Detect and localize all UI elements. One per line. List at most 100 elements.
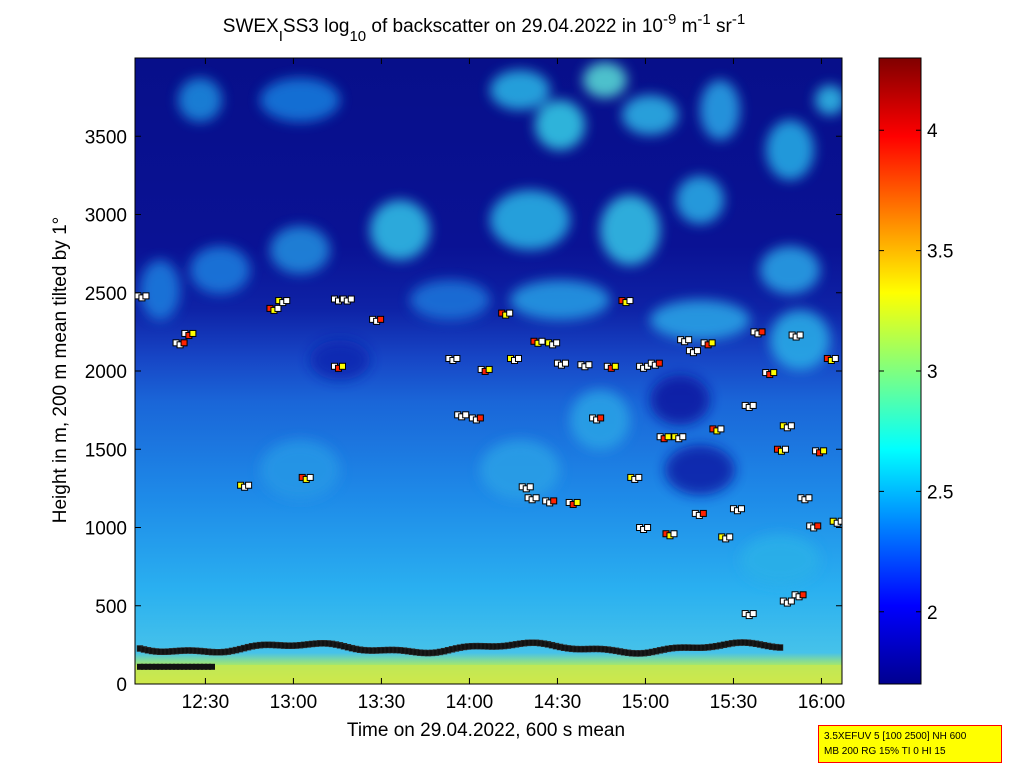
cloud-base-detection — [462, 411, 470, 419]
cloud-base-detection — [538, 337, 546, 345]
cloud-base-detection — [770, 369, 778, 377]
cloud-base-detection — [781, 445, 789, 453]
cloud-base-detection — [180, 339, 188, 347]
layer-detection — [209, 663, 215, 670]
colorbar-gradient — [878, 57, 922, 685]
layer-detection — [201, 663, 207, 670]
y-tick-label: 0 — [116, 675, 127, 696]
cloud-base-detection — [532, 494, 540, 502]
layer-detection — [173, 663, 179, 670]
cloud-base-detection — [805, 494, 813, 502]
cloud-base-detection — [476, 414, 484, 422]
cloud-base-detection — [796, 331, 804, 339]
cloud-texture — [140, 62, 842, 585]
title-part: SS3 log — [283, 16, 350, 37]
colorbar-tick-label: 3 — [927, 362, 938, 383]
title-part: -1 — [732, 11, 745, 28]
info-line-2: MB 200 RG 15% TI 0 HI 15 — [824, 746, 946, 757]
info-line-1: 3.5XEFUV 5 [100 2500] NH 600 — [824, 731, 967, 742]
cloud-base-detection — [526, 483, 534, 491]
x-tick-label: 12:30 — [182, 692, 230, 713]
cloud-base-detection — [820, 447, 828, 455]
cloud-base-detection — [561, 359, 569, 367]
colorbar-tick-label: 2.5 — [927, 482, 953, 503]
x-tick-label: 14:30 — [534, 692, 582, 713]
cloud-base-detection — [626, 297, 634, 305]
title-part: 10 — [349, 28, 366, 45]
layer-detection — [145, 663, 151, 670]
title-part: sr — [711, 16, 733, 37]
cloud-base-detection — [799, 591, 807, 599]
cloud-base-detection — [664, 433, 672, 441]
title-part: of backscatter on 29.04.2022 in 10 — [366, 16, 663, 37]
x-axis: 12:30 13:00 13:30 14:00 14:30 15:00 15:30 16:00 — [182, 58, 846, 713]
y-axis: 0 500 1000 1500 2000 2500 3000 3500 — [85, 127, 842, 696]
chart-title: SWEXISS3 log10 of backscatter on 29.04.2… — [223, 11, 745, 45]
cloud-base-detection — [189, 329, 197, 337]
cloud-base-detection — [338, 362, 346, 370]
cloud-base-detection — [787, 422, 795, 430]
y-tick-label: 2500 — [85, 284, 127, 305]
cloud-base-detection — [708, 339, 716, 347]
title-part: I — [279, 28, 283, 45]
layer-detection — [149, 663, 155, 670]
y-tick-label: 1000 — [85, 519, 127, 540]
layer-detection — [776, 644, 784, 651]
cloud-base-detection — [717, 425, 725, 433]
layer-detection — [165, 663, 171, 670]
cloud-base-detection — [749, 401, 757, 409]
plot-area — [135, 58, 842, 684]
cloud-base-detection — [573, 498, 581, 506]
cloud-base-detection — [515, 354, 523, 362]
cloud-base-detection — [685, 336, 693, 344]
colorbar-tick-label: 2 — [927, 603, 938, 624]
layer-detection — [185, 663, 191, 670]
layer-detection — [189, 663, 195, 670]
cloud-base-detection — [453, 354, 461, 362]
cloud-base-detection — [655, 359, 663, 367]
title-part: m — [676, 16, 697, 37]
colorbar: 2 2.5 3 3.5 4 — [878, 57, 953, 685]
info-box: 3.5XEFUV 5 [100 2500] NH 600 MB 200 RG 1… — [818, 725, 1002, 763]
layer-detection — [181, 663, 187, 670]
cloud-base-detection — [644, 524, 652, 531]
layer-detection — [197, 663, 203, 670]
colorbar-tick-label: 3.5 — [927, 242, 953, 263]
cloud-base-detection — [485, 365, 493, 373]
cloud-base-detection — [347, 295, 355, 303]
title-part: -9 — [663, 11, 676, 28]
cloud-base-detection — [274, 304, 282, 312]
y-tick-label: 3500 — [85, 127, 127, 148]
cloud-base-detection — [837, 517, 842, 525]
y-tick-label: 3000 — [85, 206, 127, 227]
layer-detection — [193, 663, 199, 670]
y-tick-label: 1500 — [85, 440, 127, 461]
cloud-base-detection — [670, 530, 678, 538]
y-tick-label: 500 — [95, 597, 127, 618]
x-axis-label: Time on 29.04.2022, 600 s mean — [347, 720, 625, 741]
cloud-base-detection — [726, 533, 734, 541]
title-part: -1 — [697, 11, 710, 28]
layer-detection — [141, 663, 147, 670]
cloud-base-detection — [787, 597, 795, 605]
cloud-base-detection — [585, 361, 593, 369]
cloud-base-detection — [142, 292, 150, 300]
title-part: SWEX — [223, 16, 279, 37]
cloud-base-detection — [749, 610, 757, 618]
x-tick-label: 13:00 — [270, 692, 318, 713]
layer-detection — [161, 663, 167, 670]
cloud-base-detection — [737, 505, 745, 513]
cloud-base-detection — [758, 328, 766, 336]
x-tick-label: 15:00 — [622, 692, 670, 713]
colorbar-ticks: 2 2.5 3 3.5 4 — [879, 121, 953, 624]
cloud-base-detection — [693, 347, 701, 355]
x-tick-label: 16:00 — [798, 692, 846, 713]
x-tick-label: 13:30 — [358, 692, 406, 713]
cloud-base-detection — [377, 315, 385, 323]
layer-detection — [137, 663, 143, 670]
ground-layer — [135, 665, 842, 684]
layer-detection — [153, 663, 159, 670]
y-axis-label: Height in m, 200 m mean tilted by 1° — [50, 217, 71, 523]
cloud-base-detection — [597, 414, 605, 422]
